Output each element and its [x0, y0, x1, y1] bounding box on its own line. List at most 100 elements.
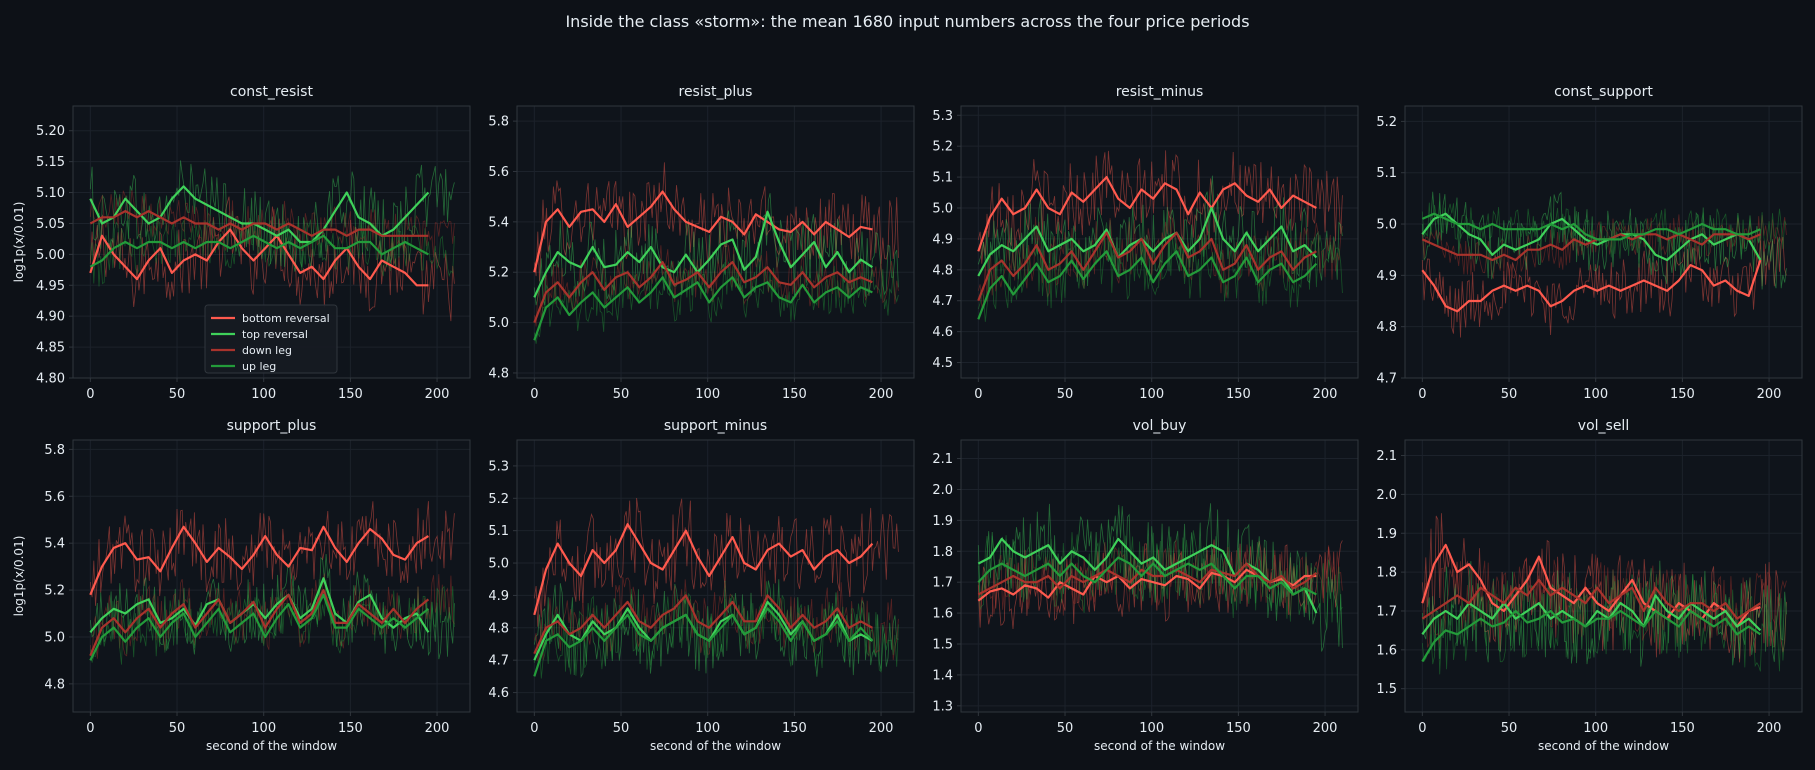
series-line-down-leg — [533, 594, 873, 655]
axes-frame — [516, 439, 915, 713]
axes-frame — [516, 105, 915, 379]
y-tick-label: 4.8 — [932, 263, 953, 278]
raw-trace-up-leg — [89, 579, 455, 665]
y-tick-label: 2.1 — [1376, 449, 1397, 464]
raw-trace-down-leg — [977, 539, 1343, 618]
series-line-top-reversal — [533, 210, 873, 298]
axes-frame — [960, 439, 1359, 713]
y-tick-label: 5.1 — [1376, 166, 1397, 181]
x-tick-label: 100 — [251, 387, 276, 402]
y-tick-label: 1.8 — [1376, 566, 1397, 581]
panel-resist-minus: 0 50 100 150 200 4.5 4.6 4.7 4.8 4.9 5.0 5.1 5.2 5.3 r… — [932, 84, 1359, 402]
y-tick-label: 5.00 — [36, 248, 65, 263]
y-tick-label: 5.0 — [488, 557, 509, 572]
y-tick-label: 2.1 — [932, 452, 953, 467]
series-line-bottom-reversal — [89, 525, 429, 596]
y-tick-label: 1.9 — [1376, 527, 1397, 542]
series-line-bottom-reversal — [533, 190, 873, 273]
y-tick-label: 4.9 — [488, 589, 509, 604]
x-axis-label: second of the window — [206, 739, 337, 753]
raw-trace-up-leg — [533, 581, 899, 679]
panel-const-support: 0 50 100 150 200 4.7 4.8 4.9 5.0 5.1 5.2 const_supp… — [1376, 84, 1803, 402]
legend-label-top-reversal: top reversal — [242, 328, 308, 341]
y-tick-label: 1.5 — [932, 638, 953, 653]
y-tick-label: 4.9 — [1376, 269, 1397, 284]
y-tick-label: 5.0 — [932, 202, 953, 217]
panel-vol-sell: 0 50 100 150 200 1.5 1.6 1.7 1.8 1.9 2.0 2.1 vol_sel… — [1376, 418, 1803, 753]
series-line-up-leg — [977, 250, 1318, 320]
y-tick-label: 1.9 — [932, 514, 953, 529]
raw-trace-top-reversal — [1421, 560, 1787, 667]
y-axis-label: log1p(x/0.01) — [12, 202, 26, 283]
y-tick-label: 5.0 — [1376, 218, 1397, 233]
x-tick-label: 200 — [1757, 387, 1782, 402]
x-tick-label: 0 — [1418, 721, 1426, 736]
y-tick-label: 5.3 — [488, 459, 509, 474]
series-line-bottom-reversal — [977, 176, 1317, 252]
x-axis-label: second of the window — [1538, 739, 1669, 753]
y-tick-label: 5.6 — [488, 165, 509, 180]
series-line-down-leg — [1421, 233, 1761, 262]
panel-support-plus: 0 50 100 150 200 4.8 5.0 5.2 5.4 5.6 5.8 support_pl… — [12, 418, 471, 753]
y-tick-label: 4.7 — [488, 654, 509, 669]
raw-trace-top-reversal — [977, 175, 1343, 293]
y-tick-label: 5.2 — [1376, 115, 1397, 130]
y-tick-label: 4.6 — [932, 325, 953, 340]
y-tick-label: 1.7 — [932, 576, 953, 591]
x-tick-label: 100 — [695, 387, 720, 402]
series-line-top-reversal — [977, 206, 1318, 277]
figure-title: Inside the class «storm»: the mean 1680 … — [565, 12, 1250, 31]
y-tick-label: 4.7 — [1376, 372, 1397, 387]
series-line-up-leg — [89, 234, 429, 268]
raw-trace-top-reversal — [533, 579, 899, 679]
x-tick-label: 150 — [782, 721, 807, 736]
raw-trace-top-reversal — [89, 160, 455, 272]
y-tick-label: 4.5 — [932, 356, 953, 371]
x-tick-label: 150 — [1670, 721, 1695, 736]
panel-const-resist: 0 50 100 150 200 4.80 4.85 4.90 4.95 5.00 5.05 5.10… — [12, 84, 471, 402]
y-tick-label: 1.3 — [932, 699, 953, 714]
x-tick-label: 0 — [86, 721, 94, 736]
plot-area — [1405, 440, 1802, 712]
raw-trace-up-leg — [533, 254, 899, 344]
series-line-bottom-reversal — [1421, 259, 1762, 313]
x-tick-label: 0 — [530, 721, 538, 736]
y-tick-label: 5.15 — [36, 155, 65, 170]
y-tick-label: 5.8 — [44, 443, 65, 458]
series-line-top-reversal — [1421, 594, 1762, 635]
panel-vol-buy: 0 50 100 150 200 1.3 1.4 1.5 1.6 1.7 1.8 1.9 2.0 2.1 v… — [932, 418, 1359, 753]
series-line-down-leg — [1421, 578, 1762, 620]
x-tick-label: 150 — [782, 387, 807, 402]
panel-resist-plus: 0 50 100 150 200 4.8 5.0 5.2 5.4 5.6 5.8 resist_plu… — [488, 84, 915, 402]
axes-frame — [72, 105, 471, 379]
panel-title: resist_minus — [1116, 84, 1204, 100]
raw-trace-down-leg — [977, 211, 1343, 308]
x-tick-label: 50 — [1501, 721, 1518, 736]
raw-trace-down-leg — [533, 243, 899, 327]
y-tick-label: 4.95 — [36, 279, 65, 294]
axes-frame — [960, 105, 1359, 379]
panel-title: vol_sell — [1578, 418, 1629, 434]
x-tick-label: 150 — [338, 721, 363, 736]
x-tick-label: 150 — [338, 387, 363, 402]
x-tick-label: 50 — [613, 387, 630, 402]
raw-trace-bottom-reversal — [533, 497, 899, 627]
raw-trace-up-leg — [1421, 574, 1787, 675]
axes-frame — [1404, 105, 1803, 379]
raw-trace-down-leg — [1421, 214, 1787, 279]
y-tick-label: 1.6 — [932, 607, 953, 622]
series-line-down-leg — [977, 231, 1317, 302]
y-tick-label: 5.2 — [488, 492, 509, 507]
x-tick-label: 200 — [1757, 721, 1782, 736]
x-tick-label: 50 — [169, 721, 186, 736]
y-tick-label: 1.5 — [1376, 682, 1397, 697]
raw-trace-up-leg — [977, 530, 1343, 629]
y-tick-label: 4.85 — [36, 341, 65, 356]
x-tick-label: 200 — [869, 387, 894, 402]
y-tick-label: 4.8 — [488, 366, 509, 381]
x-tick-label: 200 — [425, 387, 450, 402]
y-tick-label: 4.7 — [932, 294, 953, 309]
x-tick-label: 0 — [86, 387, 94, 402]
y-tick-label: 4.8 — [1376, 320, 1397, 335]
